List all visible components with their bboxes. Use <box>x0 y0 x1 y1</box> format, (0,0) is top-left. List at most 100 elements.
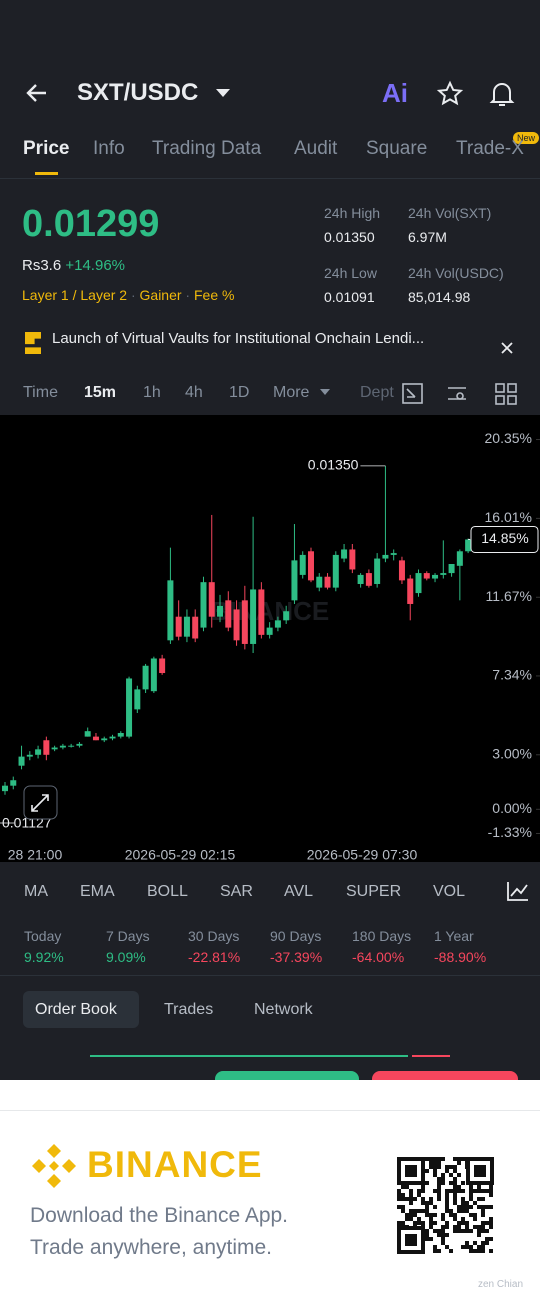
ai-button[interactable]: Ai <box>382 78 408 108</box>
qr-cell <box>425 1157 429 1161</box>
last-price-label: 14.85% <box>481 530 528 546</box>
qr-cell <box>469 1197 473 1201</box>
indicator[interactable]: AVL <box>284 883 314 900</box>
interval[interactable]: Dept <box>360 384 394 401</box>
indicator[interactable]: EMA <box>80 883 115 900</box>
candle-body <box>217 605 224 617</box>
candle-body <box>274 620 281 628</box>
candle-body <box>134 689 141 710</box>
candle-body <box>18 756 25 766</box>
qr-cell <box>461 1229 465 1233</box>
interval[interactable]: 1D <box>229 384 250 401</box>
x-tick-label: 2026-05-29 02:15 <box>125 847 236 862</box>
tab[interactable]: Trade-X <box>456 138 524 159</box>
news-ticker[interactable]: Launch of Virtual Vaults for Institution… <box>52 330 425 347</box>
divider <box>0 178 540 179</box>
qr-cell <box>485 1189 489 1193</box>
qr-cell <box>445 1197 449 1201</box>
qr-cell <box>441 1177 445 1181</box>
qr-cell <box>481 1197 485 1201</box>
candle-body <box>76 743 83 746</box>
qr-cell <box>401 1205 405 1209</box>
candle-body <box>241 600 248 644</box>
divider <box>0 975 540 976</box>
qr-cell <box>433 1249 437 1253</box>
y-tick-label: 11.67% <box>486 588 532 604</box>
qr-cell <box>437 1233 441 1237</box>
indicator[interactable]: BOLL <box>147 883 188 900</box>
candle-body <box>150 658 157 692</box>
interval[interactable]: Time <box>23 384 58 401</box>
qr-cell <box>397 1189 401 1193</box>
qr-cell <box>409 1217 413 1221</box>
indicator[interactable]: MA <box>24 883 48 900</box>
qr-cell <box>445 1169 449 1173</box>
candle-body <box>109 736 116 739</box>
sep: · <box>181 287 194 303</box>
qr-cell <box>485 1241 489 1245</box>
qr-cell <box>425 1181 429 1185</box>
candle-body <box>192 616 199 639</box>
qr-cell <box>441 1229 445 1233</box>
pair-caret[interactable] <box>215 87 231 99</box>
stat-value: 0.01091 <box>324 289 375 305</box>
tab[interactable]: Price <box>23 138 70 159</box>
x-tick-label: 2026-05-29 07:30 <box>307 847 418 862</box>
interval[interactable]: 1h <box>143 384 161 401</box>
qr-cell <box>453 1165 457 1169</box>
qr-cell <box>457 1221 461 1225</box>
qr-cell <box>469 1205 473 1209</box>
favorite-button[interactable] <box>436 80 464 108</box>
qr-cell <box>453 1225 457 1229</box>
tab[interactable]: Audit <box>294 138 338 159</box>
qr-cell <box>441 1241 445 1245</box>
expand-button[interactable] <box>23 785 58 820</box>
candle-body <box>167 580 174 641</box>
tab[interactable]: Info <box>93 138 125 159</box>
indicator[interactable]: VOL <box>433 883 466 900</box>
qr-finder <box>474 1165 486 1177</box>
close-news[interactable] <box>500 341 514 355</box>
interval[interactable]: 4h <box>185 384 203 401</box>
qr-cell <box>397 1197 401 1201</box>
qr-cell <box>409 1189 413 1193</box>
order-tab[interactable]: Trades <box>164 1001 214 1018</box>
pair-title[interactable]: SXT/USDC <box>77 79 199 106</box>
tag[interactable]: Gainer <box>139 287 182 303</box>
qr-cell <box>469 1213 473 1217</box>
qr-cell <box>421 1209 425 1213</box>
qr-cell <box>433 1169 437 1173</box>
qr-cell <box>469 1229 473 1233</box>
qr-cell <box>477 1205 481 1209</box>
tab[interactable]: Trading Data <box>152 138 262 159</box>
qr-cell <box>469 1193 473 1197</box>
qr-cell <box>473 1189 477 1193</box>
interval[interactable]: 15m <box>84 384 117 401</box>
tag[interactable]: Fee % <box>194 287 235 303</box>
chart-tools[interactable] <box>402 382 520 406</box>
qr-cell <box>397 1205 401 1209</box>
qr-cell <box>401 1185 405 1189</box>
qr-cell <box>489 1217 493 1221</box>
tag[interactable]: Layer 1 / Layer 2 <box>22 287 128 303</box>
back-button[interactable] <box>24 80 50 106</box>
qr-cell <box>437 1249 441 1253</box>
qr-cell <box>485 1205 489 1209</box>
candle-body <box>324 576 331 588</box>
alert-button[interactable] <box>488 79 516 109</box>
qr-cell <box>453 1201 457 1205</box>
candle-body <box>200 582 207 628</box>
qr-cell <box>413 1221 417 1225</box>
qr-cell <box>441 1181 445 1185</box>
indicator-settings[interactable] <box>506 880 530 902</box>
tab[interactable]: Square <box>366 138 428 159</box>
perf-label: 180 Days <box>352 928 412 944</box>
order-tab[interactable]: Order Book <box>35 1001 117 1018</box>
candle-body <box>101 738 108 741</box>
indicator[interactable]: SAR <box>220 883 253 900</box>
interval[interactable]: More <box>273 384 310 401</box>
candlestick-chart[interactable]: BINANCE20.35%16.01%11.67%7.34%3.00%0.00%… <box>0 415 540 862</box>
qr-cell <box>429 1161 433 1165</box>
indicator[interactable]: SUPER <box>346 883 402 900</box>
order-tab[interactable]: Network <box>254 1001 313 1018</box>
